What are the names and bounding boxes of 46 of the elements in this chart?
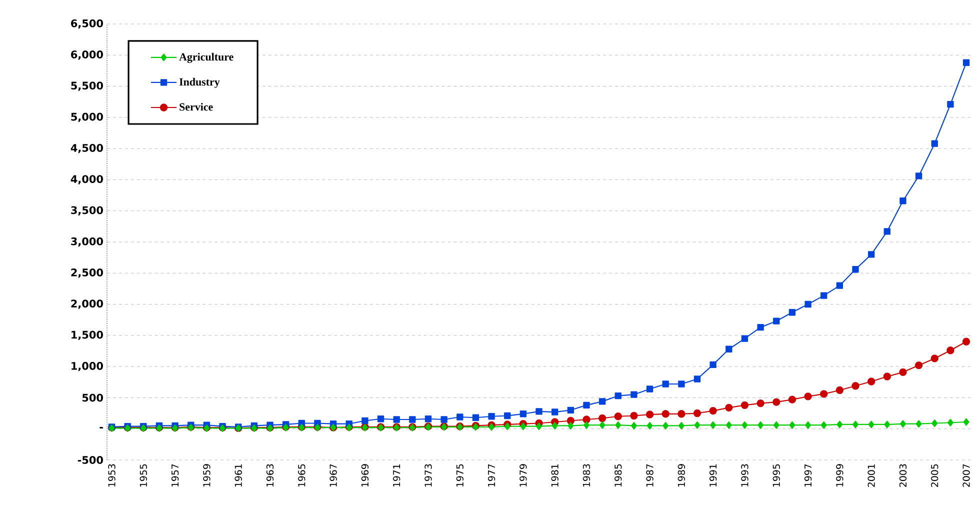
x-tick-label: 1959 xyxy=(203,464,210,487)
y-tick-label: 1,000 xyxy=(72,362,103,372)
x-tick-label: 1963 xyxy=(266,464,274,487)
x-tick-label: 1979 xyxy=(520,464,527,487)
x-tick-label: 1989 xyxy=(678,464,686,487)
x-tick-label: 1997 xyxy=(804,464,812,487)
x-tick-label: 1999 xyxy=(836,464,844,487)
legend-label: Service xyxy=(180,102,213,111)
x-tick-label: 1961 xyxy=(234,464,242,487)
legend-label: Industry xyxy=(179,78,220,88)
y-tick-label: 1,500 xyxy=(72,330,103,340)
y-tick-label: 500 xyxy=(82,394,103,402)
x-tick-label: 2007 xyxy=(962,464,970,487)
x-tick-label: 1955 xyxy=(140,464,147,487)
x-tick-label: 1977 xyxy=(488,464,496,487)
x-tick-label: 1971 xyxy=(393,464,400,487)
x-tick-label: 1993 xyxy=(741,464,748,487)
y-tick-label: 3,000 xyxy=(71,237,103,247)
x-tick-label: 1981 xyxy=(551,464,558,487)
x-tick-label: 1953 xyxy=(108,464,116,487)
legend-label: Agriculture xyxy=(179,52,234,63)
x-tick-label: 1965 xyxy=(298,464,306,487)
x-tick-label: 1995 xyxy=(772,464,780,487)
x-tick-label: 1987 xyxy=(646,464,654,487)
y-tick-label: 5,500 xyxy=(71,82,103,91)
y-tick-label: -500 xyxy=(78,456,103,464)
x-tick-label: 1957 xyxy=(171,464,179,487)
x-tick-label: 1985 xyxy=(614,464,622,487)
x-tick-label: 1973 xyxy=(424,464,432,487)
x-tick-label: 1991 xyxy=(709,464,717,487)
x-tick-label: 2003 xyxy=(899,464,907,487)
x-tick-label: 1975 xyxy=(456,464,464,487)
x-tick-label: 2001 xyxy=(868,464,875,487)
y-tick-label: 4,500 xyxy=(70,144,103,154)
x-tick-label: 1983 xyxy=(582,464,590,487)
y-tick-label: 2,500 xyxy=(71,268,103,278)
y-tick-label: 3,500 xyxy=(71,206,103,216)
y-tick-label: 6,000 xyxy=(71,50,103,60)
x-tick-label: 2005 xyxy=(931,464,938,487)
y-tick-label: 6,500 xyxy=(71,19,103,29)
y-tick-label: 4,000 xyxy=(70,175,103,184)
x-tick-label: 1967 xyxy=(330,464,337,487)
x-tick-label: 1969 xyxy=(361,464,369,487)
y-tick-label: 2,000 xyxy=(71,300,103,309)
y-tick-label: - xyxy=(100,426,103,428)
y-tick-label: 5,000 xyxy=(71,112,103,122)
